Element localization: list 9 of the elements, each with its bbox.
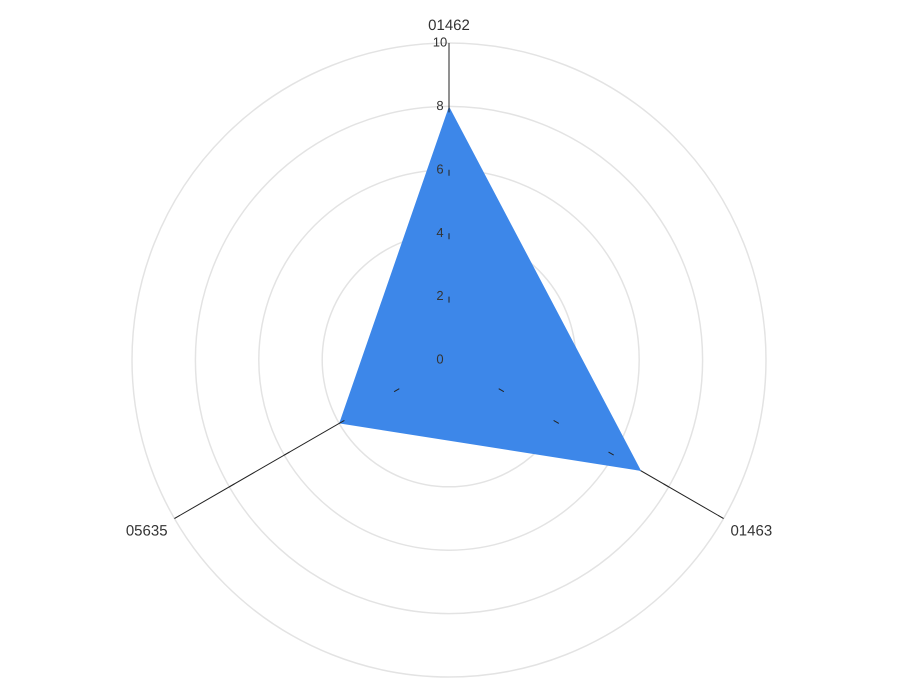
y-tick-label: 6: [436, 161, 444, 176]
y-tick-label: 4: [436, 224, 444, 240]
y-tick-label: 10: [432, 34, 448, 50]
spoke-label: 01462: [428, 17, 470, 34]
y-tick-label: 0: [436, 352, 444, 367]
y-tick-label: 8: [436, 98, 444, 113]
spoke-label: 01463: [730, 522, 772, 540]
y-tick-label: 2: [436, 288, 444, 304]
spoke-label: 05635: [126, 522, 168, 540]
